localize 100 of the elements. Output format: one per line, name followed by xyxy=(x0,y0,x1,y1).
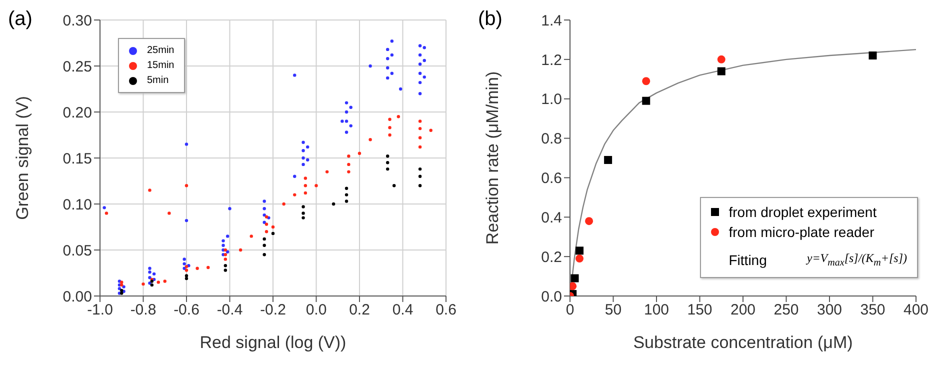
point xyxy=(347,154,350,158)
point xyxy=(347,170,350,174)
point xyxy=(585,217,594,226)
y-tick-label: 0.30 xyxy=(62,12,92,30)
point xyxy=(238,248,242,252)
x-tick-label: 0.6 xyxy=(436,302,456,319)
x-tick-label: 0.0 xyxy=(306,302,327,319)
point xyxy=(388,118,392,121)
point xyxy=(418,136,422,140)
point xyxy=(184,268,188,272)
annotation: y=V$_{max}$[s]/(K$_{m}$+[s]) xyxy=(806,250,907,270)
x-tick-label: 250 xyxy=(774,302,799,319)
chart-title: (b) xyxy=(478,8,502,31)
point xyxy=(429,128,432,132)
point xyxy=(717,55,726,64)
point xyxy=(396,115,400,118)
x-tick-label: 400 xyxy=(903,302,929,319)
point xyxy=(282,202,286,206)
x-tick-label: -0.4 xyxy=(216,302,243,319)
point xyxy=(302,212,305,215)
point xyxy=(184,264,188,268)
point xyxy=(224,268,228,272)
y-tick-label: 0.20 xyxy=(62,104,92,122)
point xyxy=(184,274,188,278)
point xyxy=(576,246,584,255)
point xyxy=(344,186,348,190)
point xyxy=(224,253,228,256)
point xyxy=(120,280,124,284)
x-tick-label: -0.2 xyxy=(260,302,286,319)
point xyxy=(386,161,390,164)
y-tick-label: 1.4 xyxy=(541,12,562,30)
x-tick-label: 0.4 xyxy=(392,302,414,319)
point xyxy=(347,162,350,166)
x-tick-label: -0.8 xyxy=(130,302,156,319)
point xyxy=(386,154,390,158)
chart-title: (a) xyxy=(8,8,32,31)
legend-label: from micro-plate reader xyxy=(728,222,874,242)
x-tick-label: 100 xyxy=(644,302,670,319)
point xyxy=(868,51,877,60)
point xyxy=(325,170,329,174)
point xyxy=(358,152,362,155)
y-tick-label: 0.05 xyxy=(62,242,92,260)
x-tick-label: 0 xyxy=(566,302,574,319)
legend-label: 25min xyxy=(147,44,174,58)
point xyxy=(271,232,275,236)
y-tick-label: 0.4 xyxy=(541,209,562,226)
x-tick-label: 350 xyxy=(860,302,886,319)
point xyxy=(262,244,266,247)
point xyxy=(418,167,422,171)
point xyxy=(262,237,266,241)
point xyxy=(184,184,188,188)
x-tick-label: -0.6 xyxy=(174,302,200,319)
x-tick-label: 300 xyxy=(816,302,842,319)
point xyxy=(142,282,145,286)
point xyxy=(224,264,228,268)
y-tick-label: 0.6 xyxy=(541,170,562,188)
point xyxy=(304,184,308,188)
point xyxy=(388,126,392,130)
point xyxy=(196,266,199,270)
x-tick-label: 50 xyxy=(604,302,622,319)
point xyxy=(314,184,318,188)
y-tick-label: 0.25 xyxy=(62,58,92,76)
y-tick-label: 0.2 xyxy=(541,248,562,266)
point xyxy=(332,202,336,206)
point xyxy=(717,67,726,76)
x-tick-label: 150 xyxy=(687,302,712,319)
y-axis-title: Reaction rate (μM/min) xyxy=(483,71,502,245)
point xyxy=(392,184,396,188)
x-tick-label: 200 xyxy=(730,302,756,319)
point xyxy=(302,205,305,208)
y-axis-title: Green signal (V) xyxy=(13,96,32,220)
point xyxy=(148,188,152,192)
point xyxy=(604,156,612,164)
point xyxy=(642,96,650,105)
y-tick-label: 0.10 xyxy=(62,196,92,214)
point xyxy=(344,200,348,203)
point xyxy=(250,234,253,238)
point xyxy=(264,222,268,226)
legend-label: 5min xyxy=(147,74,169,88)
y-tick-label: 0.0 xyxy=(541,288,562,306)
point xyxy=(388,133,392,137)
y-tick-label: 0.8 xyxy=(541,130,562,148)
point xyxy=(304,191,308,195)
point xyxy=(418,184,422,188)
x-tick-label: 0.2 xyxy=(349,302,370,319)
point xyxy=(576,254,584,263)
legend-label: 15min xyxy=(147,59,174,73)
x-axis-title: Substrate concentration (μM) xyxy=(633,333,853,352)
point xyxy=(271,225,275,229)
point xyxy=(163,280,166,283)
point xyxy=(206,266,210,270)
point xyxy=(418,174,422,178)
point xyxy=(293,193,296,196)
point xyxy=(418,126,422,130)
y-tick-label: 1.2 xyxy=(541,52,562,69)
point xyxy=(368,138,372,142)
y-tick-label: 1.0 xyxy=(541,91,562,108)
y-tick-label: 0.15 xyxy=(62,150,92,168)
point xyxy=(168,212,171,215)
point xyxy=(156,280,160,284)
